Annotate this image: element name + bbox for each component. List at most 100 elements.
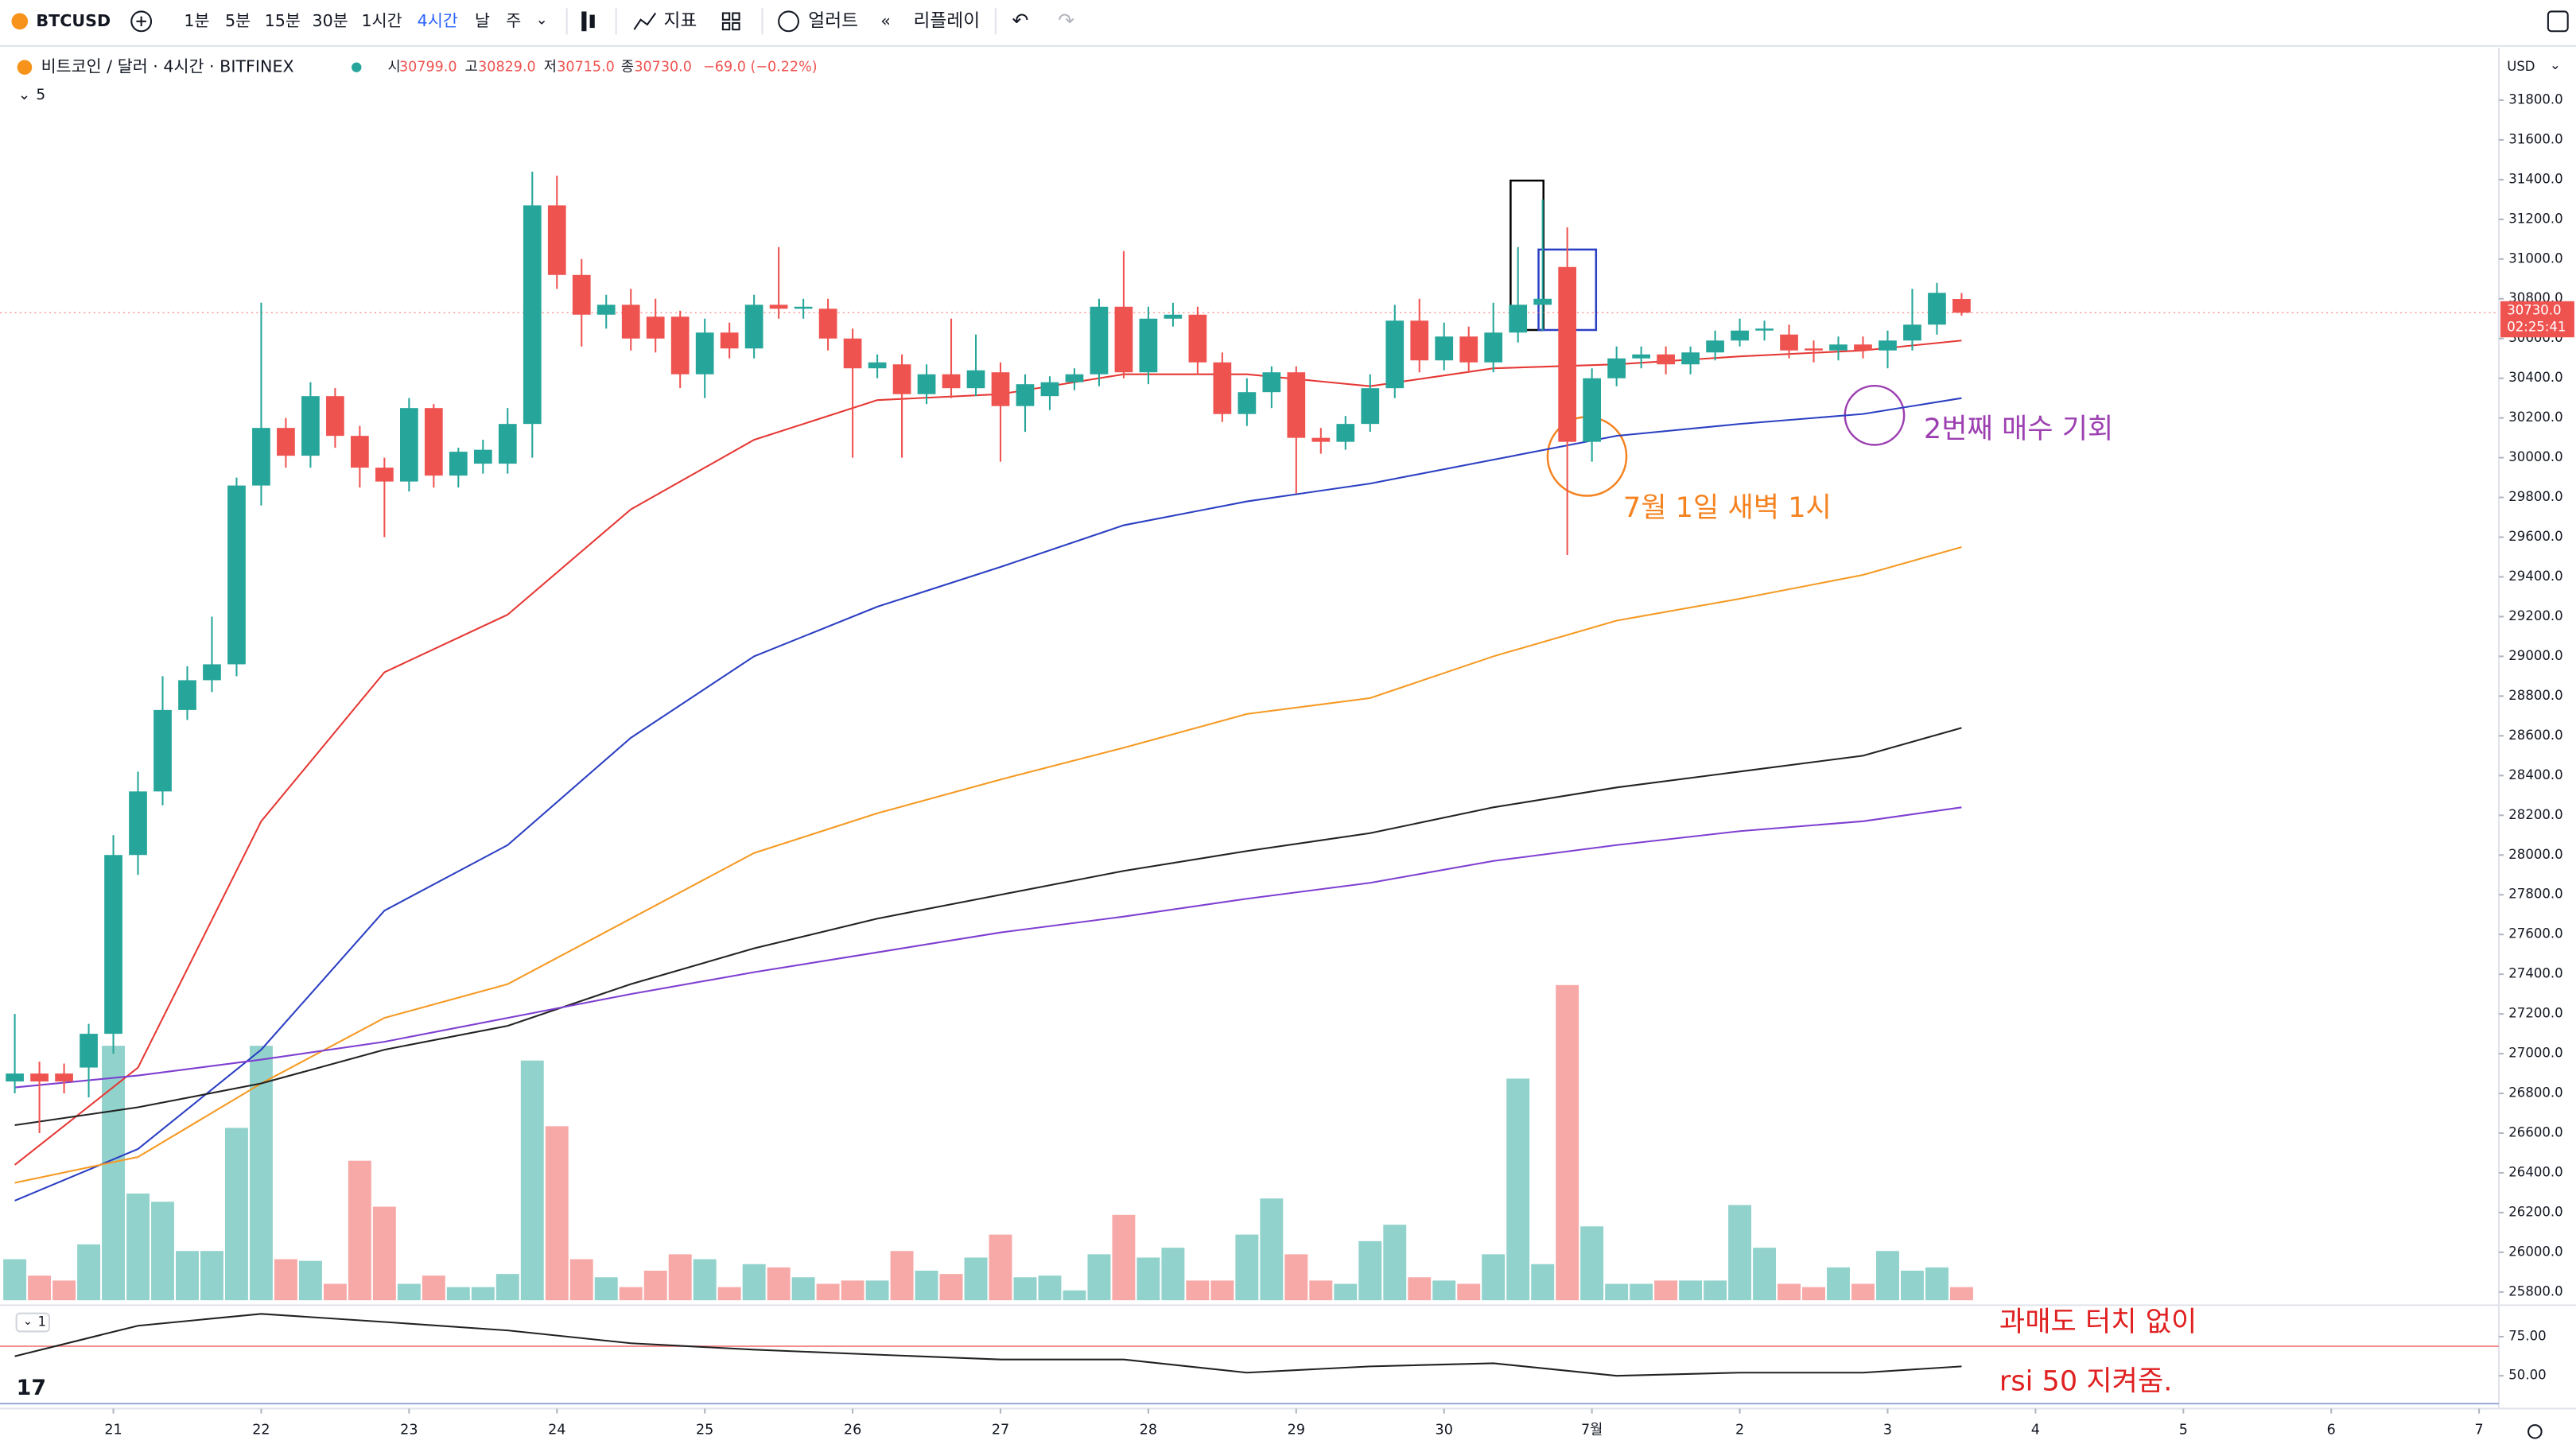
annotation: rsi 50 지켜줌. [1999,1365,2173,1397]
layout-icon[interactable] [721,12,731,21]
volume-bar [1580,1226,1604,1301]
y-tick-label: 31600.0 [2508,131,2562,146]
replay-button[interactable]: 리플레이 [914,10,981,31]
volume-bar [200,1251,223,1301]
annotation: 2번째 매수 기회 [1924,413,2113,445]
ohlc-label: 고 [465,60,478,76]
interval-button[interactable]: 4시간 [418,11,458,30]
volume-bar [841,1280,864,1301]
candle-body [399,408,418,482]
settings-button[interactable] [2527,1424,2543,1439]
candle-body [1287,372,1306,438]
annotation: 7월 1일 새벽 1시 [1623,491,1832,524]
volume-bar [545,1126,569,1301]
candle-body [1632,354,1650,359]
rsi-label: 1 [38,1314,47,1330]
candle-body [1311,437,1331,442]
candle-body [1016,384,1035,406]
moving-average [14,546,1962,1184]
alert-button[interactable]: 얼러트 [808,10,858,31]
interval-dropdown[interactable]: ⌄ [535,11,548,28]
volume-bar [422,1275,445,1301]
candle-body [1090,306,1109,375]
market-status [352,62,362,72]
candle-body [1928,293,1946,325]
interval-button[interactable]: 30분 [312,11,348,30]
candle-body [744,305,763,349]
x-tick-label: 7월 [1581,1422,1603,1438]
currency[interactable]: USD [2507,59,2535,74]
currency-dropdown[interactable]: ⌄ [2550,57,2561,72]
undo-button[interactable]: ↶ [1012,9,1028,32]
interval-button[interactable]: 1분 [184,11,209,30]
y-tick-label: 30400.0 [2508,370,2562,385]
candle-body [1459,336,1478,363]
candle-body [794,306,813,309]
candle-body [449,452,468,476]
indicator-toggle[interactable]: ⌄ [18,87,31,103]
indicators-button[interactable]: 지표 [664,10,697,31]
interval-button[interactable]: 5분 [225,11,251,30]
interval-button[interactable]: 날 [475,11,490,30]
candle-body [80,1034,98,1068]
rsi-toggle[interactable]: ⌄ [23,1315,33,1328]
candle-body [1114,306,1133,373]
volume-bar [1925,1267,1949,1301]
volume-bar [495,1274,519,1301]
x-tick-label: 28 [1140,1422,1157,1438]
y-tick-label: 27800.0 [2508,887,2562,902]
candle-body [868,362,887,369]
volume-bar [1063,1290,1086,1301]
interval-button[interactable]: 주 [506,11,521,30]
y-tick-label: 31400.0 [2508,171,2562,186]
candle-body [1755,328,1774,331]
candle-body [1681,352,1700,365]
add-symbol[interactable] [130,10,153,33]
candle-body [1385,320,1405,389]
candle-body [695,332,714,375]
candle-body [670,316,690,375]
candle-body [424,408,443,476]
y-tick-label: 29400.0 [2508,569,2562,584]
candle-body [621,305,640,339]
candle-body [277,428,295,456]
ohlc-label: 종 [621,60,634,76]
y-tick-label: 27600.0 [2508,926,2562,941]
fullscreen-button[interactable] [2547,10,2569,33]
replay-icon: « [880,11,891,30]
candle-body [917,374,936,394]
symbol[interactable]: BTCUSD [36,11,111,30]
y-tick-label: 31800.0 [2508,91,2562,107]
candle-body [1139,318,1158,373]
interval-button[interactable]: 1시간 [361,11,402,30]
redo-button[interactable]: ↷ [1058,9,1074,32]
x-tick-label: 21 [104,1422,122,1438]
candle-style-icon[interactable] [581,11,587,32]
candle-body [1952,299,1971,313]
ohlc-label: 시 [388,60,401,76]
volume-bar [1556,984,1579,1301]
alert-icon [778,10,799,33]
candle-body [1484,332,1503,363]
y-tick-label: 29200.0 [2508,608,2562,623]
moving-average [14,806,1962,1089]
ohlc-value: 30799.0 [399,60,457,76]
volume-bar [520,1060,544,1301]
candle-body [1435,336,1454,361]
indicator-count[interactable]: 5 [36,87,45,103]
volume-bar [717,1287,741,1301]
volume-bar [1210,1280,1234,1301]
rsi-legend-box[interactable] [15,1312,51,1333]
tv-logo[interactable]: 17 [17,1376,46,1400]
y-tick-label: 31200.0 [2508,211,2562,226]
layout-icon [732,21,740,31]
volume-bar [1482,1254,1506,1301]
y-tick-label: 30000.0 [2508,449,2562,464]
candle-body [769,305,788,309]
candle-body [1854,344,1872,351]
candle-body [326,396,344,437]
change-value: −69.0 (−0.22%) [703,60,818,76]
volume-bar [446,1287,470,1301]
interval-button[interactable]: 15분 [265,11,301,30]
